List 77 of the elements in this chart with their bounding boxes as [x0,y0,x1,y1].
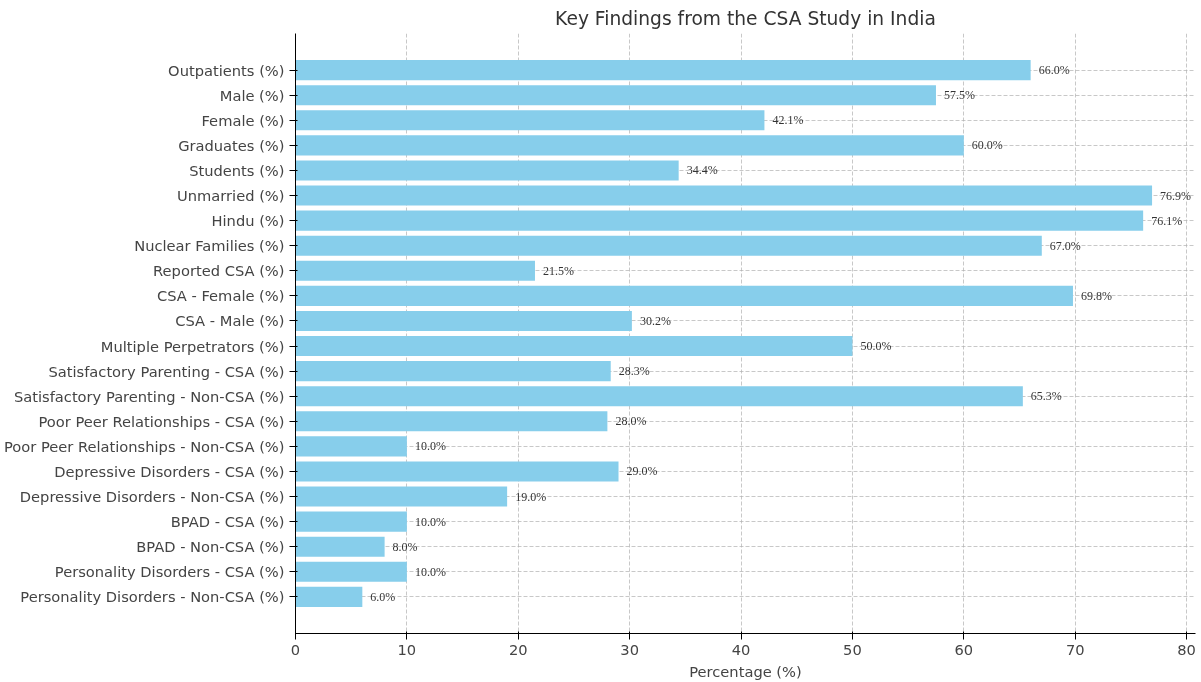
bar [295,60,1031,81]
data-label: 57.5% [943,88,975,103]
bar [295,461,619,482]
bar [295,536,385,557]
y-tick-label: Depressive Disorders - CSA (%) [54,462,285,480]
bar [295,436,407,457]
bar [295,135,964,156]
x-tick-label: 50 [843,640,862,658]
data-label: 42.1% [772,113,804,128]
data-label: 50.0% [860,339,892,354]
data-label: 10.0% [414,439,446,454]
y-tick-label: Depressive Disorders - Non-CSA (%) [19,488,285,506]
y-tick-label: Personality Disorders - Non-CSA (%) [20,588,285,606]
y-tick-label: Outpatients (%) [168,61,285,79]
bar [295,336,853,357]
data-label: 69.8% [1080,288,1112,303]
bar [295,411,608,432]
y-tick-label: Graduates (%) [178,136,285,154]
data-label: 28.0% [615,414,647,429]
data-label: 21.5% [542,263,574,278]
y-tick-label: Hindu (%) [211,212,285,230]
bar [295,210,1144,231]
x-tick-label: 40 [731,640,751,658]
bar [295,386,1023,407]
data-label: 10.0% [414,564,446,579]
y-tick-label: Poor Peer Relationships - Non-CSA (%) [3,437,285,455]
x-tick-label: 60 [954,640,974,658]
data-label: 76.1% [1151,213,1183,228]
data-label: 66.0% [1038,63,1070,78]
data-label: 10.0% [414,514,446,529]
bar [295,486,508,507]
bar [295,160,679,181]
data-label: 28.3% [618,364,650,379]
data-label: 60.0% [971,138,1003,153]
y-tick-label: CSA - Male (%) [175,312,285,330]
data-label: 29.0% [626,464,658,479]
data-label: 76.9% [1160,188,1192,203]
data-label: 65.3% [1030,389,1062,404]
y-tick-label: Satisfactory Parenting - CSA (%) [48,362,285,380]
bar [295,310,632,331]
y-tick-label: Unmarried (%) [177,187,285,205]
y-tick-label: BPAD - CSA (%) [170,513,285,531]
y-tick-label: Students (%) [189,161,285,179]
bar [295,361,611,382]
x-tick-label: 20 [508,640,528,658]
x-axis-title: Percentage (%) [689,662,802,680]
bar [295,586,363,607]
data-label: 30.2% [639,313,671,328]
data-label: 8.0% [392,539,418,554]
bar [295,85,936,106]
x-tick-label: 30 [620,640,639,658]
y-tick-label: BPAD - Non-CSA (%) [136,538,285,556]
bar [295,110,765,131]
y-tick-label: Male (%) [219,86,285,104]
y-tick-label: Personality Disorders - CSA (%) [54,563,285,581]
data-label: 19.0% [515,489,547,504]
y-tick-label: Nuclear Families (%) [134,237,285,255]
y-tick-label: CSA - Female (%) [157,287,285,305]
x-tick-label: 10 [397,640,417,658]
data-label: 34.4% [686,163,718,178]
bar [295,511,407,532]
y-tick-label: Satisfactory Parenting - Non-CSA (%) [13,387,285,405]
x-tick-label: 0 [290,640,301,658]
bar [295,561,407,582]
y-tick-label: Female (%) [201,111,285,129]
bar [295,285,1073,306]
bar [295,235,1042,256]
y-tick-label: Multiple Perpetrators (%) [100,337,285,355]
y-tick-label: Poor Peer Relationships - CSA (%) [38,412,285,430]
y-tick-label: Reported CSA (%) [153,262,285,280]
bar [295,185,1153,206]
data-label: 6.0% [370,589,396,604]
bar [295,260,535,281]
x-tick-label: 80 [1177,640,1196,658]
x-tick-label: 70 [1065,640,1085,658]
chart-title: Key Findings from the CSA Study in India [555,7,936,29]
data-label: 67.0% [1049,238,1081,253]
